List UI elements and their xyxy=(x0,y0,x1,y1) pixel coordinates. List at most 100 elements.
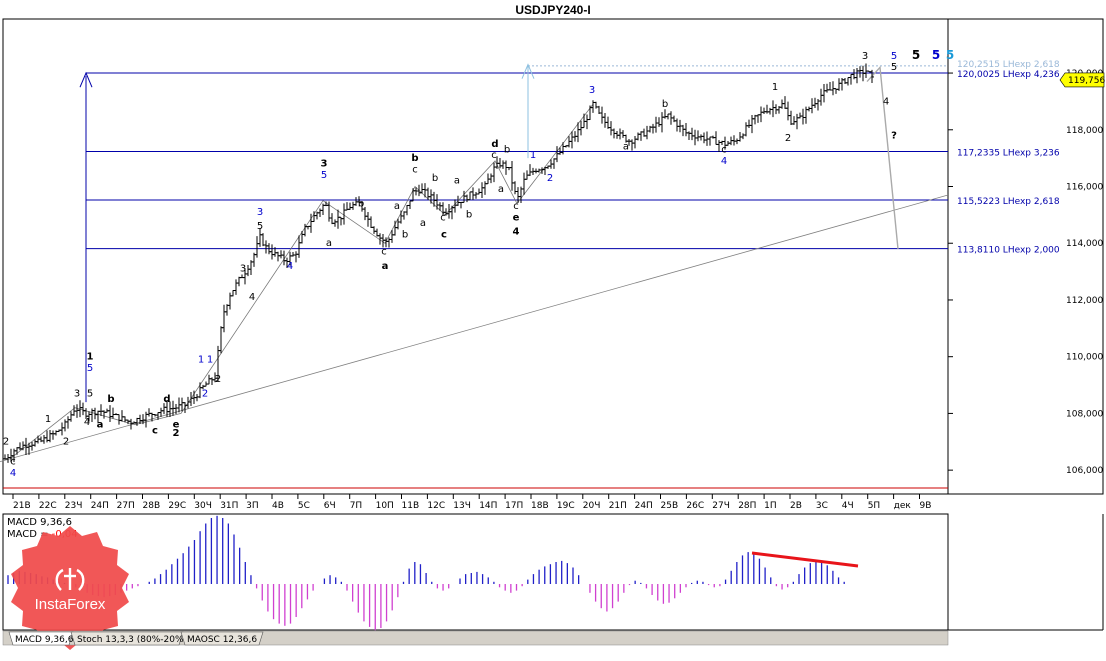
wave-label: d xyxy=(491,139,498,150)
x-tick-label: 21П xyxy=(609,501,627,511)
projection-arrowhead-light-icon xyxy=(521,63,535,79)
indicator-tab[interactable]: MAOSC 12,36,6 xyxy=(180,631,264,646)
wave-label: 5 xyxy=(257,221,263,232)
y-tick-label: 106,000 xyxy=(1066,466,1103,476)
wave-label: 2 xyxy=(785,133,791,144)
wave-label: c xyxy=(412,164,418,175)
wave-label: ? xyxy=(891,130,897,141)
instaforex-logo: InstaForex xyxy=(11,526,129,650)
x-tick-label: 19С xyxy=(557,501,575,511)
x-tick-label: 11В xyxy=(402,501,420,511)
wave-label: 1 xyxy=(772,82,778,93)
x-tick-label: 23Ч xyxy=(65,501,83,511)
forecast-path xyxy=(866,65,899,249)
x-tick-label: 30Ч xyxy=(194,501,212,511)
wave-label: 2 xyxy=(173,428,180,439)
wave-label: e xyxy=(513,213,520,224)
x-tick-label: 22С xyxy=(39,501,57,511)
wave-label: a xyxy=(394,201,400,212)
logo-text: InstaForex xyxy=(35,596,106,613)
wave-label: c xyxy=(381,247,387,258)
x-tick-label: 29С xyxy=(168,501,186,511)
projection-arrowhead-icon xyxy=(79,71,93,88)
x-tick-label: 17П xyxy=(505,501,523,511)
wave-label: 3 xyxy=(321,159,328,170)
wave-label: 1 xyxy=(530,150,536,161)
macd-name: MACD xyxy=(7,529,37,540)
wave-label: c xyxy=(491,150,497,161)
x-tick-label: 1П xyxy=(764,501,777,511)
x-tick-label: 25В xyxy=(661,501,679,511)
price-bar xyxy=(870,69,874,83)
current-price-tag: 119,756 xyxy=(1059,72,1105,88)
macd-divergence-line xyxy=(751,551,859,568)
x-tick-label: 6Ч xyxy=(324,501,336,511)
wave-label: a xyxy=(420,218,426,229)
wave-label: 2 xyxy=(547,173,553,184)
x-axis-ticks: 21В 22С 23Ч 24П 27П 28В 29С 30Ч 31П 3П 4В 5С 6Ч 7П 10П… xyxy=(12,494,931,511)
wave-label: 3 xyxy=(862,51,868,62)
wave-label: 5 xyxy=(87,363,93,374)
wave-label: a xyxy=(326,238,332,249)
x-tick-label: 18В xyxy=(531,501,549,511)
x-tick-label: 28В xyxy=(143,501,161,511)
indicator-tabs: MACD 9,36,6 Stoch 13,3,3 (80%-20%) MAOSC 1… xyxy=(2,630,949,646)
wave-label: 2 xyxy=(63,437,69,448)
chart-title: USDJPY240-I xyxy=(515,3,590,17)
wave-label: b xyxy=(358,198,364,209)
x-tick-label: 20Ч xyxy=(583,501,601,511)
x-tick-label: 24П xyxy=(91,501,109,511)
fib-level-label: 117,2335 LHexp 3,236 xyxy=(957,149,1060,159)
wave-label: 5 xyxy=(946,48,954,62)
x-tick-label: 21В xyxy=(13,501,31,511)
wave-label: 5 xyxy=(321,170,327,181)
x-tick-label: 24П xyxy=(635,501,653,511)
x-tick-label: 5П xyxy=(868,501,881,511)
wave-label: 5 xyxy=(891,51,897,62)
wave-label: b xyxy=(662,99,668,110)
wave-label: a xyxy=(454,176,460,187)
y-tick-label: 114,000 xyxy=(1066,239,1103,249)
wave-label: 4 xyxy=(84,417,90,428)
wave-label: 4 xyxy=(513,227,520,238)
current-price-label: 119,756 xyxy=(1068,76,1105,86)
indicator-tab[interactable]: Stoch 13,3,3 (80%-20%) xyxy=(70,631,187,646)
x-tick-label: 31П xyxy=(220,501,238,511)
indicator-tab-label: MACD 9,36,6 xyxy=(15,635,74,645)
macd-panel-frame xyxy=(2,513,949,631)
x-tick-label: 3П xyxy=(246,501,259,511)
wave-label: 5 xyxy=(932,48,940,62)
x-tick-label: 13Ч xyxy=(453,501,471,511)
wave-zigzag-line xyxy=(9,104,594,460)
wave-label: 3 xyxy=(257,207,263,218)
fib-level-label: 113,8110 LHexp 2,000 xyxy=(957,246,1060,256)
wave-label: c xyxy=(10,456,16,467)
wave-label: 1 xyxy=(45,414,51,425)
macd-title: MACD 9,36,6 xyxy=(7,517,72,528)
wave-label: c xyxy=(513,201,519,212)
wave-label: 1 xyxy=(198,354,204,365)
wave-label: 4 xyxy=(883,96,889,107)
y-tick-label: 110,000 xyxy=(1066,353,1103,363)
wave-label: c xyxy=(721,144,727,155)
wave-label: c xyxy=(440,213,446,224)
wave-label: d xyxy=(163,394,170,405)
wave-label: e xyxy=(173,420,180,431)
indicator-tab[interactable]: MACD 9,36,6 xyxy=(8,631,74,646)
fib-level-label: 120,2515 LHexp 2,618 xyxy=(957,60,1060,70)
wave-label: 3 xyxy=(240,264,246,275)
x-tick-label: 26С xyxy=(686,501,704,511)
x-tick-label: 4В xyxy=(272,501,284,511)
indicator-tab-label: Stoch 13,3,3 (80%-20%) xyxy=(77,635,187,645)
wave-label: a xyxy=(97,420,104,431)
wave-label: a xyxy=(498,184,504,195)
x-tick-label: 7П xyxy=(350,501,363,511)
x-tick-label: 5С xyxy=(298,501,310,511)
x-tick-label: 3С xyxy=(816,501,828,511)
wave-label: a xyxy=(382,261,389,272)
wave-label: b xyxy=(402,230,408,241)
y-tick-label: 112,000 xyxy=(1066,296,1103,306)
x-tick-label: дек xyxy=(894,501,912,511)
